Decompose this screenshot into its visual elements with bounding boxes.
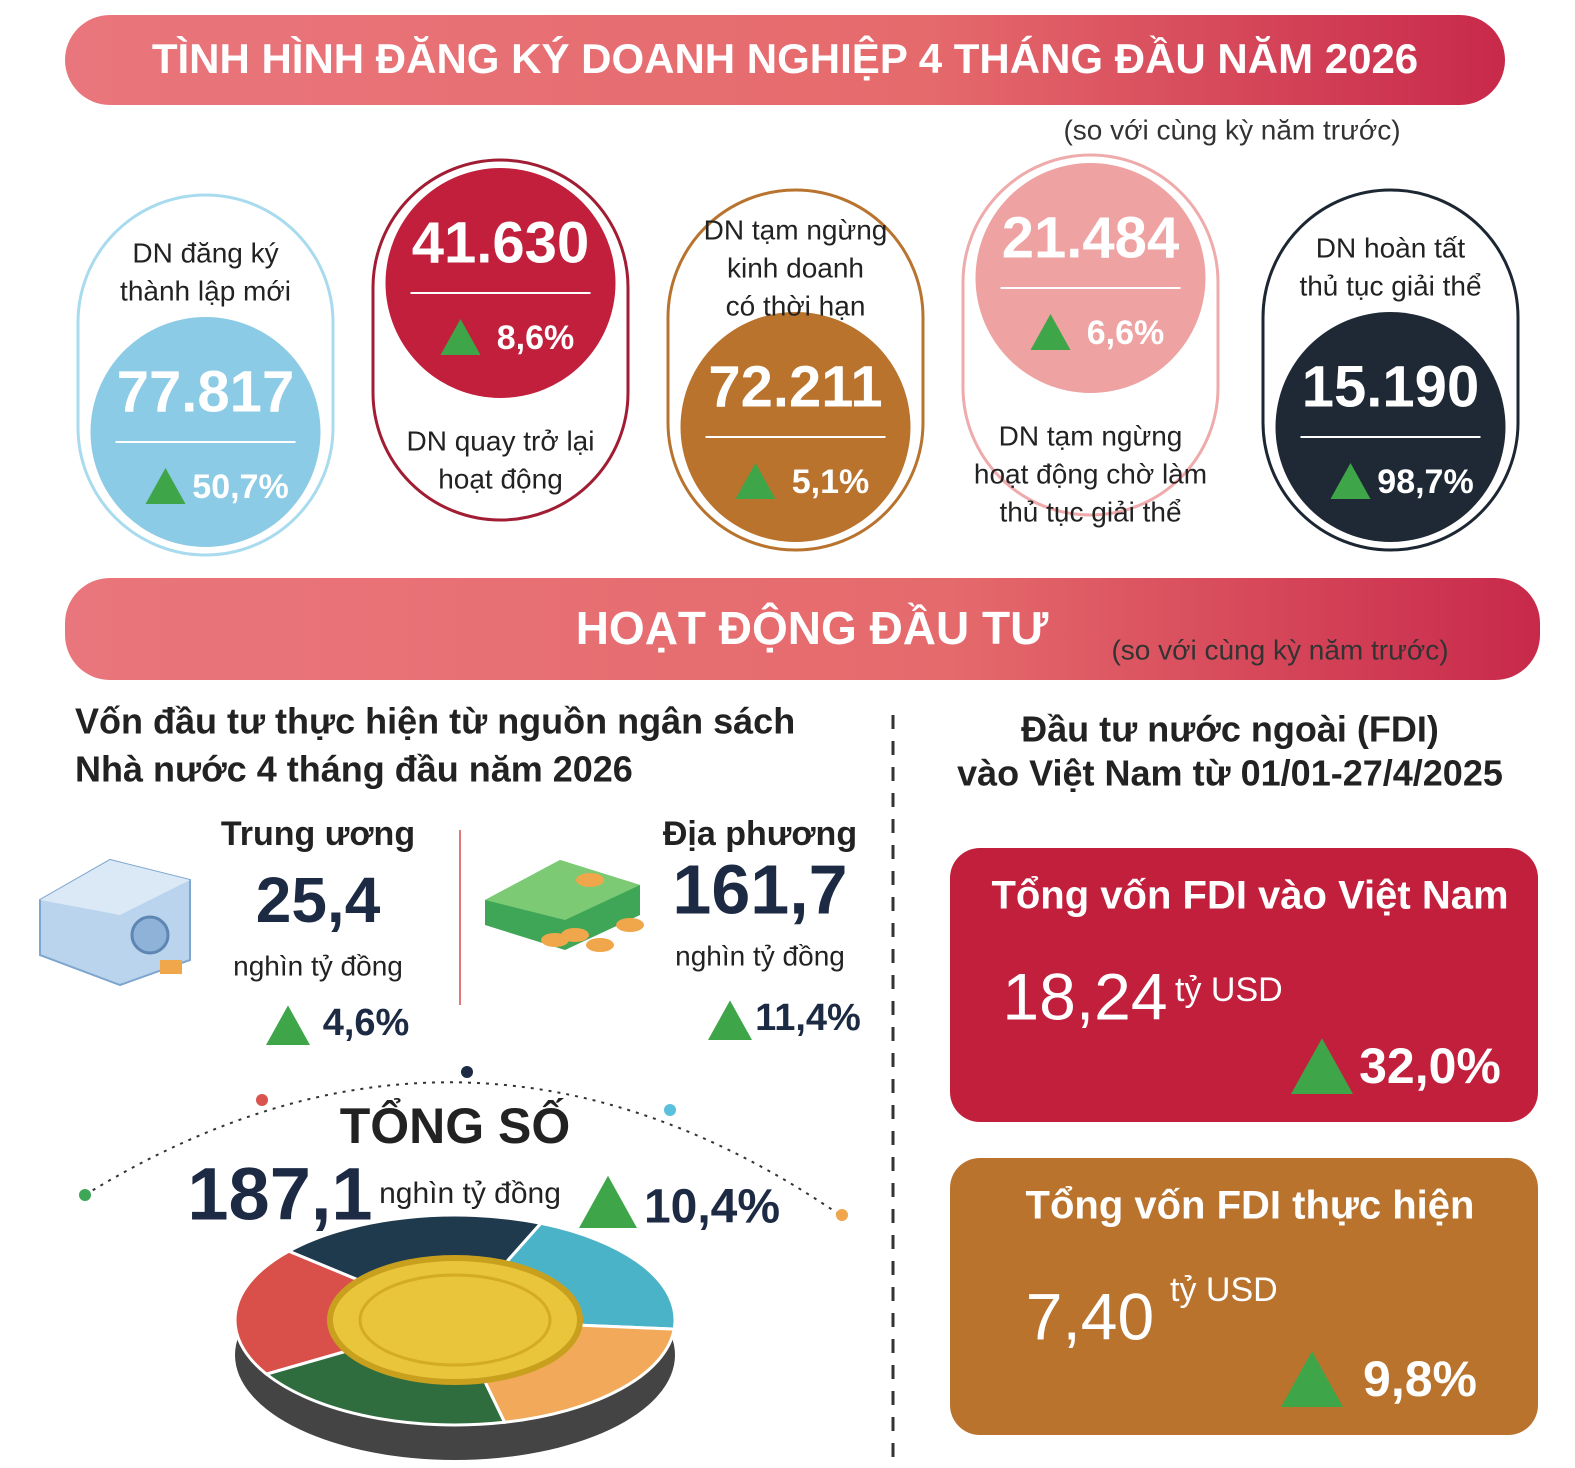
card-label: DN hoàn tất xyxy=(1316,232,1466,263)
up-arrow xyxy=(1281,1351,1343,1407)
fdi-heading: vào Việt Nam từ 01/01-27/4/2025 xyxy=(957,753,1503,794)
fdi-heading: Đầu tư nước ngoài (FDI) xyxy=(1021,709,1439,750)
up-arrow xyxy=(579,1175,637,1228)
up-arrow xyxy=(145,468,186,504)
card-value: 15.190 xyxy=(1302,354,1479,419)
card-change: 5,1% xyxy=(792,463,870,501)
section-banner xyxy=(65,578,1540,680)
card-label: DN đăng ký xyxy=(132,237,278,268)
arc-dot xyxy=(256,1094,268,1106)
coin-icon xyxy=(616,918,644,932)
section-note: (so với cùng kỳ năm trước) xyxy=(1111,634,1448,665)
card-value: 77.817 xyxy=(117,359,294,424)
budget-unit: nghìn tỷ đồng xyxy=(233,950,403,981)
card-change: 98,7% xyxy=(1377,463,1473,501)
card-circle xyxy=(680,312,911,542)
title-banner xyxy=(65,15,1505,105)
title: TÌNH HÌNH ĐĂNG KÝ DOANH NGHIỆP 4 THÁNG Đ… xyxy=(152,34,1418,82)
arc-dot xyxy=(461,1066,473,1078)
card-value: 41.630 xyxy=(412,210,589,275)
card-circle xyxy=(90,317,321,547)
budget-label: Địa phương xyxy=(663,815,857,853)
bank-icon-top xyxy=(40,860,190,915)
card-label: thủ tục giải thể xyxy=(999,496,1181,527)
card-label: hoạt động chờ làm xyxy=(974,458,1207,489)
coin-inner xyxy=(358,1273,552,1367)
fdi-title: Tổng vốn FDI vào Việt Nam xyxy=(991,874,1508,918)
arc-dot xyxy=(79,1189,91,1201)
budget-label: Trung ương xyxy=(221,815,415,853)
coin-icon xyxy=(561,928,589,942)
card-label: hoạt động xyxy=(438,463,563,494)
up-arrow xyxy=(1291,1038,1353,1094)
fdi-unit: tỷ USD xyxy=(1175,971,1283,1009)
bank-icon-coin xyxy=(160,960,182,974)
arc-dot xyxy=(664,1104,676,1116)
coin xyxy=(327,1255,583,1385)
up-arrow xyxy=(1330,463,1371,499)
fdi-value: 7,40 xyxy=(1026,1279,1154,1353)
card-label: thành lập mới xyxy=(120,275,291,306)
fdi-title: Tổng vốn FDI thực hiện xyxy=(1026,1184,1475,1228)
fdi-box xyxy=(950,848,1538,1122)
fdi-change: 9,8% xyxy=(1363,1351,1477,1407)
card-label: kinh doanh xyxy=(727,252,864,283)
card-label: thủ tục giải thể xyxy=(1299,270,1481,301)
card-label: DN quay trở lại xyxy=(407,425,595,456)
card-label: DN tạm ngừng xyxy=(704,214,888,245)
up-arrow xyxy=(1030,314,1071,350)
bank-icon-dial xyxy=(130,915,170,955)
card-circle xyxy=(975,163,1206,393)
budget-heading: Nhà nước 4 tháng đầu năm 2026 xyxy=(75,749,633,790)
card-label: DN tạm ngừng xyxy=(999,420,1183,451)
budget-heading: Vốn đầu tư thực hiện từ nguồn ngân sách xyxy=(75,701,795,742)
up-arrow xyxy=(708,1000,752,1040)
card-value: 21.484 xyxy=(1002,205,1179,270)
budget-unit: nghìn tỷ đồng xyxy=(675,940,845,971)
fdi-box xyxy=(950,1158,1538,1435)
total-label: TỔNG SỐ xyxy=(340,1097,571,1154)
arc-dot xyxy=(836,1209,848,1221)
fdi-value: 18,24 xyxy=(1002,959,1167,1033)
budget-change: 11,4% xyxy=(755,997,861,1039)
total-value: 187,1 xyxy=(187,1153,372,1236)
budget-change: 4,6% xyxy=(323,1002,410,1044)
up-arrow xyxy=(266,1005,310,1045)
card-circle xyxy=(1275,312,1506,542)
coin-icon xyxy=(576,873,604,887)
card-change: 8,6% xyxy=(497,319,575,357)
section-title: HOẠT ĐỘNG ĐẦU TƯ xyxy=(576,602,1049,654)
card-circle xyxy=(385,168,616,398)
card-change: 6,6% xyxy=(1087,314,1165,352)
coin-icon xyxy=(586,938,614,952)
fdi-unit: tỷ USD xyxy=(1170,1271,1278,1309)
up-arrow xyxy=(440,319,481,355)
money-icon-top xyxy=(485,860,640,920)
total-change: 10,4% xyxy=(644,1181,780,1234)
card-value: 72.211 xyxy=(708,354,882,419)
up-arrow xyxy=(735,463,776,499)
budget-value: 25,4 xyxy=(256,864,381,936)
budget-value: 161,7 xyxy=(672,850,847,928)
note: (so với cùng kỳ năm trước) xyxy=(1063,114,1400,145)
card-label: có thời hạn xyxy=(726,290,866,321)
fdi-change: 32,0% xyxy=(1359,1038,1501,1094)
total-unit: nghìn tỷ đồng xyxy=(379,1177,561,1210)
card-change: 50,7% xyxy=(192,468,288,506)
